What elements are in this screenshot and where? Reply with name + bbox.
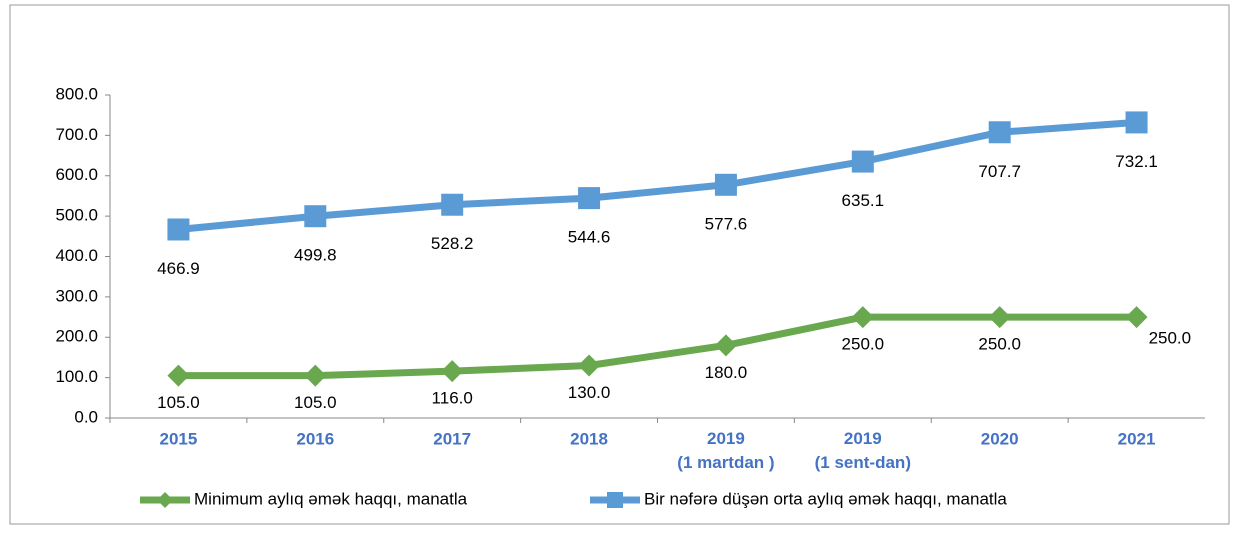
series-line xyxy=(178,313,1137,380)
diamond-marker xyxy=(441,360,464,383)
square-marker xyxy=(441,193,464,216)
data-label: 466.9 xyxy=(157,259,200,278)
data-label: 499.8 xyxy=(294,246,337,265)
legend-marker xyxy=(607,492,623,508)
data-label: 105.0 xyxy=(157,393,200,412)
y-tick-label: 800.0 xyxy=(55,84,98,103)
square-marker xyxy=(167,218,190,241)
data-label: 130.0 xyxy=(568,383,611,402)
x-tick-label: 2018 xyxy=(570,429,608,448)
legend-label: Minimum aylıq əmək haqqı, manatla xyxy=(194,489,468,508)
data-label: 528.2 xyxy=(431,234,474,253)
diamond-marker xyxy=(167,364,190,387)
x-tick-label: 2015 xyxy=(160,429,198,448)
data-label: 105.0 xyxy=(294,393,337,412)
diamond-marker xyxy=(851,306,874,329)
x-tick-label: 2016 xyxy=(296,429,334,448)
y-tick-label: 500.0 xyxy=(55,206,98,225)
y-tick-label: 400.0 xyxy=(55,246,98,265)
diamond-marker xyxy=(578,354,601,377)
square-marker xyxy=(714,173,737,196)
y-tick-label: 300.0 xyxy=(55,286,98,305)
y-tick-label: 200.0 xyxy=(55,327,98,346)
data-label: 250.0 xyxy=(842,335,885,354)
square-marker xyxy=(304,205,327,228)
square-marker xyxy=(578,187,601,210)
x-tick-label: 2021 xyxy=(1118,429,1156,448)
x-tick-label: 2019 (1 martdan ) xyxy=(677,429,774,472)
data-label: 250.0 xyxy=(1149,329,1192,348)
data-label: 544.6 xyxy=(568,228,611,247)
y-tick-label: 700.0 xyxy=(55,125,98,144)
data-label: 732.1 xyxy=(1115,152,1158,171)
data-label: 250.0 xyxy=(978,335,1021,354)
data-label: 635.1 xyxy=(842,191,885,210)
legend-label: Bir nəfərə düşən orta aylıq əmək haqqı, … xyxy=(644,489,1007,508)
data-label: 180.0 xyxy=(705,363,748,382)
diamond-marker xyxy=(304,364,327,387)
square-marker xyxy=(988,121,1011,144)
data-label: 116.0 xyxy=(432,389,473,408)
y-tick-label: 100.0 xyxy=(55,367,98,386)
square-marker xyxy=(851,150,874,173)
data-label: 577.6 xyxy=(705,214,748,233)
diamond-marker xyxy=(714,334,737,357)
data-label: 707.7 xyxy=(978,162,1021,181)
y-tick-label: 600.0 xyxy=(55,165,98,184)
square-marker xyxy=(1125,111,1148,134)
y-tick-label: 0.0 xyxy=(74,407,98,426)
chart-frame xyxy=(9,4,1230,525)
diamond-marker xyxy=(1125,306,1148,329)
x-tick-label: 2020 xyxy=(981,429,1019,448)
legend-marker xyxy=(157,492,173,508)
diamond-marker xyxy=(988,306,1011,329)
x-tick-label: 2017 xyxy=(433,429,471,448)
series-line xyxy=(178,118,1137,233)
x-tick-label: 2019 (1 sent-dan) xyxy=(815,429,911,472)
